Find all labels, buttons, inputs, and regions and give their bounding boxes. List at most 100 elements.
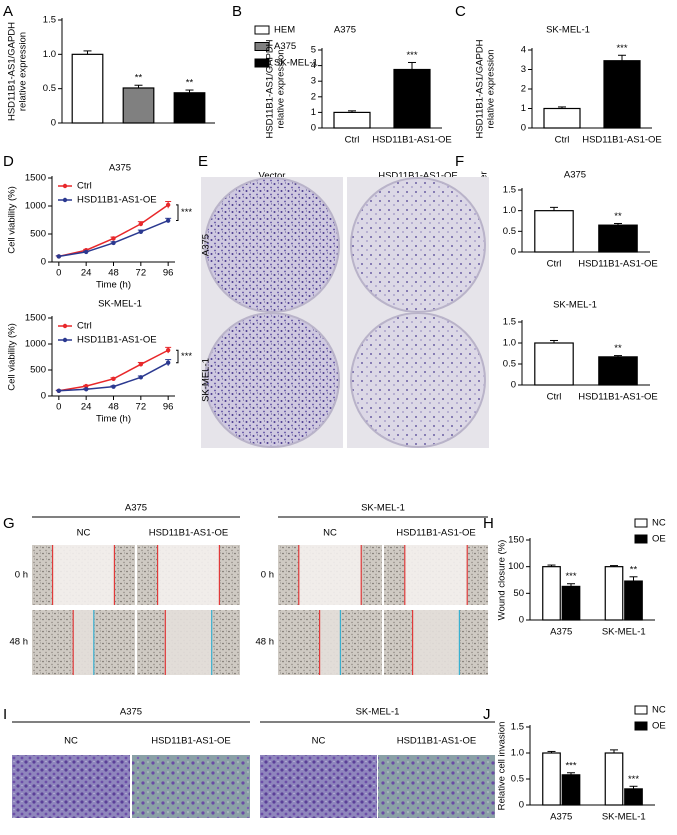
panel-letter: G [3,515,15,532]
y-tick-label: 1000 [25,339,46,350]
invasion-image [378,755,495,818]
wound-gap [319,610,341,675]
x-tick-label: 0 [56,268,61,279]
y-tick-label: 3 [521,64,526,75]
y-axis-label: relative expression [18,32,29,111]
wound-gap [73,610,94,675]
colony-plate [204,312,340,448]
y-tick-label: 0.5 [511,774,524,785]
x-tick-label: 48 [108,402,119,413]
bar [173,92,206,124]
wound-gap [157,545,220,605]
y-tick-label: 2 [521,84,526,95]
legend-marker [62,197,68,203]
panel-letter: D [3,153,14,170]
y-tick-label: 0 [521,123,526,134]
y-axis-label: HSD11B1-AS1/GAPDH [7,22,18,121]
column-label: HSD11B1-AS1-OE [396,528,476,539]
column-label: HSD11B1-AS1-OE [378,171,458,182]
bar [561,585,581,621]
legend-swatch [254,58,270,68]
legend-swatch [634,534,648,544]
y-axis-label: relative expression [276,49,287,128]
data-point [111,236,116,241]
data-point [138,221,144,227]
bar [122,87,155,124]
legend-label: Ctrl [77,321,92,332]
panel-letter: A [3,3,13,20]
y-tick-label: 100 [508,561,524,572]
legend-swatch [634,721,648,731]
data-point [111,384,116,389]
row-label: 0 h [15,570,28,581]
significance-bracket [176,204,179,222]
bar [534,342,574,386]
wound-gap [404,545,468,605]
legend-label: A375 [274,41,296,52]
data-point [165,218,171,223]
column-label: NC [64,736,78,747]
significance-label: *** [406,50,417,61]
significance-label: ** [614,211,622,222]
bar [598,356,638,386]
x-tick-label: 0 [56,402,61,413]
bar [603,60,641,129]
legend-swatch [634,705,648,715]
y-tick-label: 4 [521,45,526,56]
group-label: A375 [125,503,147,514]
bar [542,752,561,806]
significance-label: *** [616,43,627,54]
y-axis-label: HSD11B1-AS1/GAPDH [475,39,486,138]
significance-bracket [176,349,179,364]
panel-letter: I [3,706,7,723]
column-label: NC [312,736,326,747]
x-axis-label: Time (h) [96,280,131,291]
y-tick-label: 0 [51,118,56,129]
y-tick-label: 1.0 [503,205,516,216]
data-point [138,229,144,234]
data-point [165,348,171,353]
x-tick-label: Ctrl [555,135,570,146]
x-tick-label: HSD11B1-AS1-OE [578,259,658,270]
x-tick-label: A375 [550,627,572,638]
chart-title: SK-MEL-1 [98,299,142,310]
legend-label: NC [652,705,666,716]
invasion-image [12,755,130,818]
y-tick-label: 3 [311,76,316,87]
series-line [58,204,169,258]
x-tick-label: 24 [81,268,92,279]
panel-letter: J [483,706,491,723]
x-tick-label: 96 [163,402,174,413]
y-tick-label: 2 [311,91,316,102]
bar [598,224,638,253]
x-tick-label: 96 [163,268,174,279]
x-tick-label: HSD11B1-AS1-OE [582,135,662,146]
y-tick-label: 50 [513,588,524,599]
significance-label: ** [630,564,638,575]
x-tick-label: A375 [550,812,572,823]
column-label: NC [77,528,91,539]
column-label: HSD11B1-AS1-OE [397,736,477,747]
significance-label: ** [135,73,143,84]
y-tick-label: 0 [41,391,46,402]
y-tick-label: 150 [508,535,524,546]
legend-label: HEM [274,25,295,36]
bar [71,53,104,124]
legend-label: HSD11B1-AS1-OE [77,195,157,206]
y-axis-label: Relative cell invasion [497,722,508,811]
y-tick-label: 500 [30,365,46,376]
bar [624,788,643,806]
x-tick-label: 24 [81,402,92,413]
x-tick-label: Ctrl [345,135,360,146]
panel-letter: F [455,153,464,170]
group-label: SK-MEL-1 [361,503,405,514]
x-tick-label: Ctrl [547,392,562,403]
data-point [165,202,171,208]
legend-marker [62,323,68,329]
y-tick-label: 1.0 [503,338,516,349]
column-label: Vector [259,171,286,182]
significance-label: ** [186,78,194,89]
y-tick-label: 5 [311,45,316,56]
legend-label: OE [652,534,666,545]
bar [604,752,624,806]
